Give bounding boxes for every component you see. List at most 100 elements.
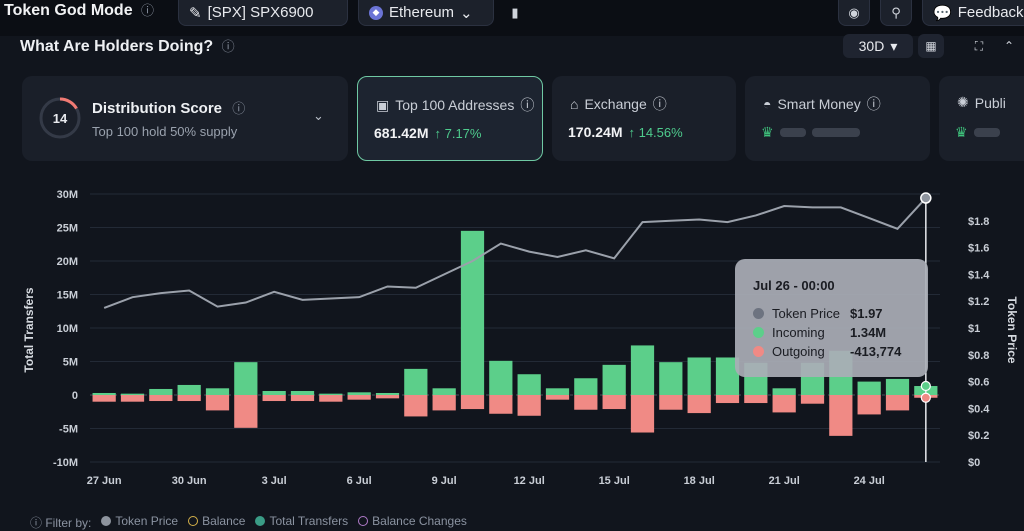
y2-tick-label: $0.6	[968, 377, 989, 389]
chevron-down-icon[interactable]: ⌄	[313, 108, 324, 123]
incoming-bar	[375, 392, 400, 395]
chart-tooltip: Jul 26 - 00:00 Token Price $1.97 Incomin…	[735, 259, 928, 377]
bulb-icon: ✺	[957, 94, 969, 110]
incoming-bar	[545, 388, 570, 395]
incoming-bar	[857, 381, 881, 395]
info-icon[interactable]: ⓘ	[232, 101, 246, 116]
incoming-bar	[715, 357, 740, 395]
incoming-bar	[432, 388, 456, 395]
top100-title: ▣ Top 100 Addresses ⓘ	[376, 95, 534, 115]
price-point	[920, 192, 932, 204]
legend-label: Total Transfers	[269, 514, 349, 528]
score-ring	[39, 97, 81, 139]
distribution-score-card[interactable]	[22, 76, 348, 161]
smart-money-card[interactable]: ◓ Smart Money ⓘ ♛	[745, 76, 930, 161]
pin-button[interactable]: ⚲	[880, 0, 912, 26]
outgoing-dot-icon	[753, 346, 764, 357]
incoming-bar	[885, 378, 910, 395]
outgoing-bar	[347, 395, 371, 400]
legend-item-balance[interactable]: Balance	[188, 514, 245, 531]
incoming-point	[920, 380, 931, 392]
expand-button[interactable]: ⛶	[966, 34, 992, 58]
price-dot-icon	[101, 516, 112, 526]
incoming-bar	[659, 362, 683, 395]
chart-legend: ⓘ Filter by: Token Price Balance Total T…	[30, 514, 467, 531]
outgoing-bar	[829, 395, 853, 436]
outgoing-point	[920, 392, 931, 403]
outgoing-bar	[432, 395, 456, 411]
legend-item-transfers[interactable]: Total Transfers	[255, 514, 348, 531]
blurred-value	[973, 128, 1000, 137]
exchange-value-text: 170.24M	[568, 124, 623, 140]
info-icon[interactable]: ⓘ	[221, 39, 235, 54]
distribution-subtitle: Top 100 hold 50% supply	[92, 124, 238, 139]
top100-value-text: 681.42M	[374, 125, 429, 141]
outgoing-bar	[120, 395, 145, 402]
tooltip-row-price: Token Price $1.97	[753, 306, 883, 321]
price-line	[103, 197, 927, 309]
outgoing-bar	[744, 395, 768, 404]
calendar-button[interactable]: ▦	[918, 34, 944, 58]
exchange-card[interactable]: ⌂ Exchange ⓘ 170.24M ↑ 14.56%	[552, 76, 736, 161]
outgoing-bar	[92, 395, 116, 402]
outgoing-bar	[489, 395, 513, 414]
ethereum-icon: ◆	[369, 5, 383, 20]
top100-card[interactable]: ▣ Top 100 Addresses ⓘ 681.42M ↑ 7.17%	[357, 76, 543, 161]
bank-icon: ⌂	[570, 96, 579, 112]
legend-item-balance-changes[interactable]: Balance Changes	[358, 514, 467, 531]
copy-icon[interactable]: ▮	[511, 5, 519, 20]
watch-button[interactable]: ◉	[838, 0, 870, 26]
legend-label: Balance Changes	[372, 514, 467, 528]
collapse-button[interactable]: ⌃	[996, 34, 1022, 58]
y2-tick-label: $1.8	[968, 216, 989, 228]
wallet-icon: ▣	[376, 96, 390, 113]
outgoing-bar	[234, 395, 258, 428]
filter-label: ⓘ Filter by:	[30, 516, 92, 530]
x-tick-label: 12 Jul	[514, 475, 545, 487]
incoming-bar	[177, 384, 201, 395]
outgoing-bar	[205, 395, 230, 411]
outgoing-bar	[375, 395, 400, 399]
info-icon[interactable]: ⓘ	[866, 96, 881, 112]
period-selector[interactable]: 30D ▾	[843, 34, 913, 58]
incoming-bar	[574, 378, 598, 395]
x-tick-label: 21 Jul	[769, 475, 800, 487]
pencil-icon: ✎	[189, 4, 202, 22]
info-icon[interactable]: ⓘ	[652, 96, 667, 112]
blurred-value	[779, 128, 806, 137]
info-icon[interactable]: ⓘ	[520, 97, 535, 113]
x-tick-label: 9 Jul	[432, 475, 457, 487]
x-tick-label: 27 Jun	[87, 475, 122, 487]
section-title-text: What Are Holders Doing?	[20, 38, 214, 55]
incoming-bar	[347, 392, 371, 395]
crown-icon: ♛	[955, 124, 968, 140]
distribution-title-text: Distribution Score	[92, 100, 223, 117]
outgoing-bar	[687, 395, 711, 414]
top100-change: ↑ 7.17%	[434, 125, 482, 141]
outgoing-bar	[885, 395, 910, 411]
chevron-up-icon: ⌃	[1003, 39, 1015, 53]
y-axis-title: Total Transfers	[22, 287, 36, 372]
y-tick-label: 10M	[57, 323, 78, 335]
smart-money-title: ◓ Smart Money ⓘ	[763, 94, 881, 114]
pin-icon: ⚲	[891, 4, 901, 20]
y-tick-label: 0	[72, 390, 78, 402]
top100-title-text: Top 100 Addresses	[395, 97, 515, 113]
info-icon[interactable]: ⓘ	[141, 3, 155, 18]
feedback-button[interactable]: 💬 Feedback	[922, 0, 1024, 26]
y2-axis-title: Token Price	[1005, 296, 1019, 363]
public-value: ♛	[955, 124, 1000, 141]
eye-icon: ◉	[848, 4, 860, 20]
outgoing-bar	[772, 395, 796, 413]
public-card[interactable]: ✺ Publi ♛	[939, 76, 1024, 161]
chain-selector[interactable]: ◆ Ethereum ⌄	[358, 0, 494, 26]
section-title: What Are Holders Doing? ⓘ	[20, 36, 235, 56]
incoming-bar	[772, 388, 796, 395]
y-tick-label: 30M	[57, 189, 78, 201]
incoming-bar	[602, 364, 626, 395]
outgoing-bar	[659, 395, 683, 410]
legend-label: Token Price	[115, 514, 179, 528]
token-selector[interactable]: ✎ [SPX] SPX6900	[178, 0, 348, 26]
legend-item-price[interactable]: Token Price	[101, 514, 178, 531]
